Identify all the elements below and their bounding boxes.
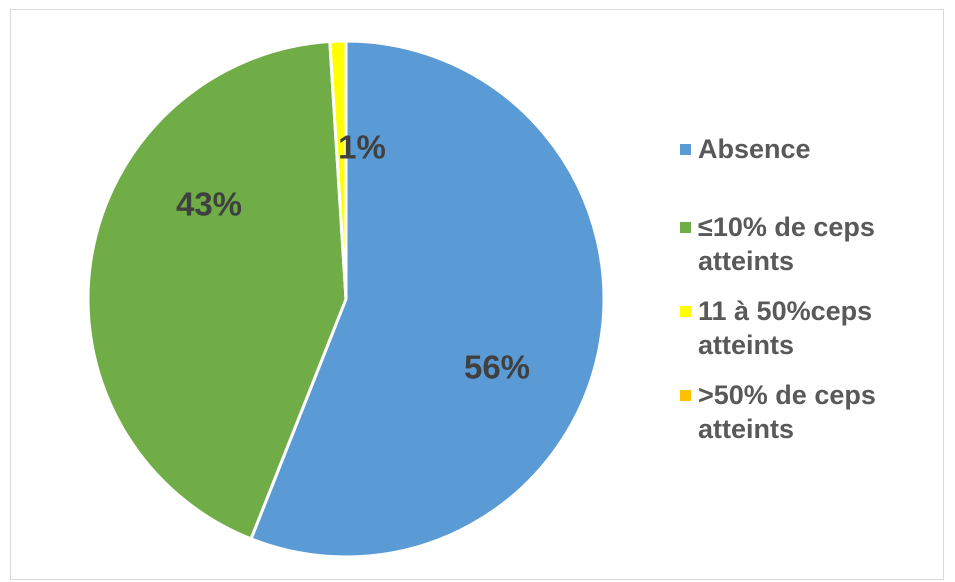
data-label-absence: 56%: [464, 349, 530, 386]
legend-swatch-gt50: [680, 390, 691, 401]
legend-label-gt50: >50% de ceps atteints: [698, 380, 876, 444]
legend-swatch-absence: [680, 144, 691, 155]
legend-item-le10: ≤10% de ceps atteints: [680, 210, 950, 278]
legend-swatch-le10: [680, 222, 691, 233]
pie-slice-le10: [86, 40, 348, 541]
legend-item-11-50: 11 à 50%ceps atteints: [680, 294, 950, 362]
legend-swatch-11-50: [680, 306, 691, 317]
chart-legend: Absence ≤10% de ceps atteints 11 à 50%ce…: [680, 132, 950, 446]
pie-slice-11-50: [328, 39, 348, 301]
legend-label-le10: ≤10% de ceps atteints: [698, 212, 875, 276]
legend-label-absence: Absence: [698, 134, 811, 164]
legend-label-11-50: 11 à 50%ceps atteints: [698, 296, 873, 360]
legend-item-absence: Absence: [680, 132, 950, 166]
data-label-le10: 43%: [176, 186, 242, 223]
data-label-11-50: 1%: [338, 129, 386, 166]
legend-item-gt50: >50% de ceps atteints: [680, 378, 950, 446]
pie-slice-absence: [249, 39, 606, 559]
